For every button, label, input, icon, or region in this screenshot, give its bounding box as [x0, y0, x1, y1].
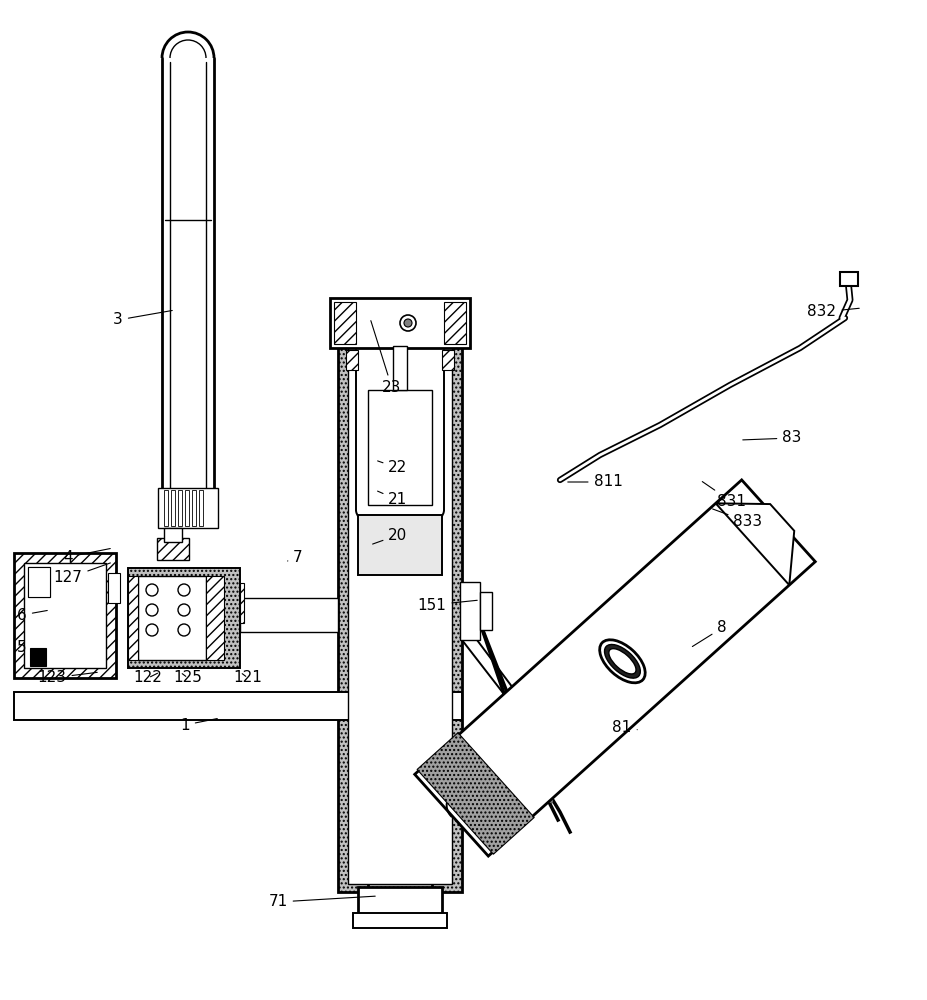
Bar	[28, 567, 50, 597]
Text: 7: 7	[287, 550, 302, 564]
Text: 83: 83	[742, 430, 801, 446]
Circle shape	[403, 319, 412, 327]
Text: 832: 832	[806, 304, 858, 320]
Bar	[14, 553, 116, 678]
Bar	[443, 302, 465, 344]
Polygon shape	[416, 733, 534, 854]
Text: 71: 71	[268, 894, 375, 910]
Ellipse shape	[608, 649, 635, 674]
Circle shape	[178, 584, 190, 596]
Bar	[541, 780, 546, 798]
Bar	[368, 835, 432, 895]
Bar	[171, 490, 175, 526]
Text: 6: 6	[17, 607, 47, 622]
Bar	[206, 576, 223, 660]
Text: 127: 127	[54, 563, 110, 585]
Polygon shape	[414, 480, 815, 856]
Bar	[536, 775, 540, 793]
Ellipse shape	[599, 640, 644, 683]
Polygon shape	[715, 503, 794, 585]
Bar	[24, 563, 106, 668]
Text: 23: 23	[371, 321, 401, 395]
Bar	[348, 346, 451, 884]
Text: 81: 81	[612, 720, 637, 736]
Bar	[108, 573, 120, 603]
Circle shape	[146, 584, 158, 596]
Bar	[839, 272, 857, 286]
Text: 20: 20	[373, 528, 407, 544]
Bar	[164, 490, 168, 526]
Bar	[460, 582, 479, 640]
Text: 3: 3	[113, 310, 172, 328]
Circle shape	[178, 624, 190, 636]
Bar	[157, 538, 189, 560]
Bar	[330, 298, 469, 348]
Circle shape	[178, 604, 190, 616]
Text: 22: 22	[377, 460, 407, 476]
Text: 8: 8	[692, 620, 726, 647]
Bar	[337, 338, 462, 892]
Bar	[358, 887, 441, 917]
Text: 121: 121	[234, 670, 262, 686]
Bar	[352, 913, 447, 928]
Text: 1: 1	[180, 718, 217, 732]
Bar	[334, 302, 356, 344]
Bar	[128, 576, 138, 660]
Bar	[441, 350, 453, 370]
Text: 151: 151	[417, 597, 476, 612]
Text: 21: 21	[377, 491, 407, 508]
Bar	[178, 490, 182, 526]
Ellipse shape	[603, 644, 640, 678]
Bar	[14, 692, 462, 720]
Text: 4: 4	[63, 549, 110, 564]
Circle shape	[400, 315, 415, 331]
Bar	[158, 488, 218, 528]
Bar	[479, 592, 491, 630]
Text: 833: 833	[712, 509, 762, 530]
Bar	[128, 568, 240, 668]
Bar	[240, 583, 244, 623]
Circle shape	[146, 604, 158, 616]
Text: 5: 5	[18, 641, 35, 656]
Bar	[192, 490, 196, 526]
Bar	[184, 490, 189, 526]
Text: 811: 811	[567, 475, 622, 489]
Circle shape	[146, 624, 158, 636]
Text: 122: 122	[133, 670, 162, 686]
Bar	[392, 346, 407, 390]
Bar	[548, 785, 552, 803]
Bar	[198, 490, 203, 526]
Bar	[30, 648, 46, 666]
Text: 125: 125	[173, 670, 202, 686]
Bar	[358, 515, 441, 575]
Bar	[529, 770, 535, 788]
Text: 831: 831	[702, 482, 745, 510]
Text: 123: 123	[37, 670, 97, 686]
Bar	[164, 528, 182, 542]
Bar	[368, 390, 432, 505]
Bar	[138, 576, 206, 660]
Bar	[240, 598, 337, 632]
Bar	[346, 350, 358, 370]
Bar	[28, 567, 50, 597]
